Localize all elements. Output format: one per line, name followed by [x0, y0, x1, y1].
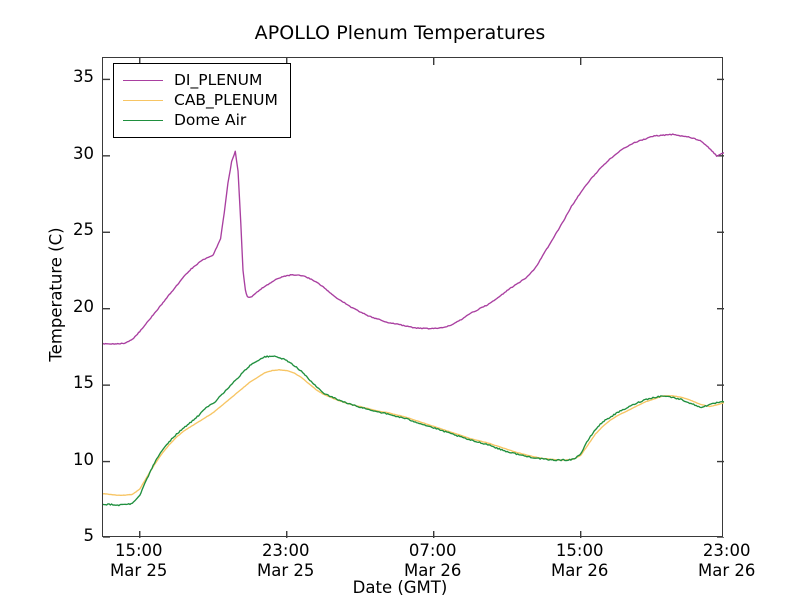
chart-legend: DI_PLENUM CAB_PLENUM Dome Air: [113, 63, 291, 138]
x-tick-time: 07:00: [408, 541, 457, 560]
x-tick-date: Mar 25: [110, 561, 168, 580]
x-tick-time: 23:00: [261, 541, 310, 560]
y-tick-label: 15: [73, 373, 94, 393]
y-tick-label: 5: [83, 526, 95, 545]
x-tick-time: 15:00: [555, 541, 604, 560]
legend-item-label: Dome Air: [174, 111, 247, 129]
y-tick-label: 25: [73, 220, 94, 240]
x-tick-label: 23:00 Mar 26: [667, 541, 787, 581]
y-axis-tick-labels: 5 10 15 20 25 30 35: [48, 0, 94, 600]
x-axis-title: Date (GMT): [352, 578, 448, 597]
y-tick-label: 10: [73, 449, 94, 469]
legend-item[interactable]: CAB_PLENUM: [123, 90, 278, 110]
legend-color-swatch: [123, 119, 163, 121]
x-tick-label: 15:00 Mar 25: [79, 541, 199, 581]
x-tick-label: 07:00 Mar 26: [373, 541, 493, 581]
legend-item[interactable]: DI_PLENUM: [123, 70, 278, 90]
x-axis-tick-labels: 15:00 Mar 25 23:00 Mar 25 07:00 Mar 26 15:00 Ma…: [0, 541, 800, 589]
x-tick-time: 23:00: [702, 541, 751, 560]
series-line-di-plenum: [103, 133, 724, 345]
plot-lines: [103, 58, 724, 538]
legend-item-label: CAB_PLENUM: [174, 91, 278, 109]
x-tick-label: 15:00 Mar 26: [520, 541, 640, 581]
series-line-dome-air: [103, 355, 724, 507]
x-tick-time: 15:00: [114, 541, 163, 560]
y-tick-label: 30: [73, 143, 94, 163]
legend-color-swatch: [123, 79, 163, 81]
legend-item[interactable]: Dome Air: [123, 110, 278, 130]
y-tick-label: 35: [73, 67, 94, 87]
legend-color-swatch: [123, 99, 163, 101]
x-tick-date: Mar 26: [697, 561, 756, 580]
x-tick-date: Mar 26: [551, 561, 609, 580]
y-tick-label: 20: [73, 296, 94, 316]
x-tick-date: Mar 25: [257, 561, 315, 580]
x-tick-label: 23:00 Mar 25: [226, 541, 346, 581]
legend-item-label: DI_PLENUM: [174, 71, 263, 89]
chart-title: APOLLO Plenum Temperatures: [254, 22, 546, 44]
x-tick-date: Mar 26: [404, 561, 462, 580]
series-line-cab-plenum: [103, 369, 724, 496]
